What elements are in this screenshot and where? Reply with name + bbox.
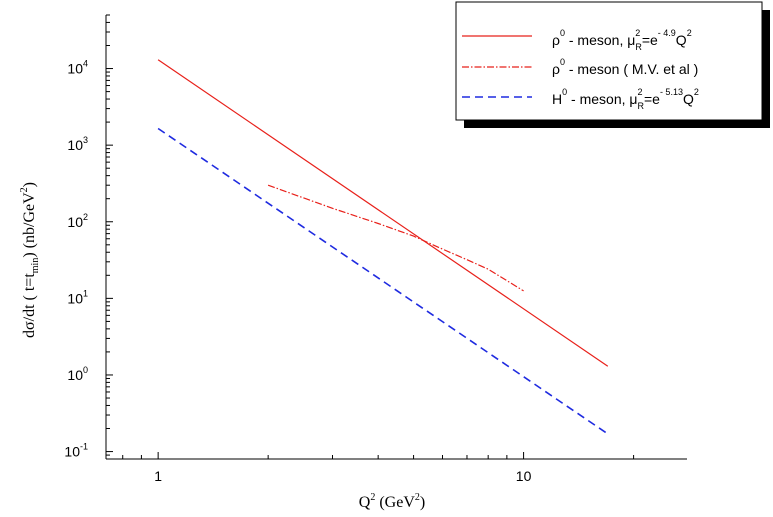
plot-axes [105, 15, 687, 460]
legend-box [455, 1, 763, 121]
legend-entry-rho-model: ρ0 - meson, μ2 R=e- 4.9Q2 [552, 28, 692, 52]
x-axis-label: Q2 (GeV2) [359, 492, 425, 511]
x-tick-label: 10 [516, 468, 532, 484]
series-rho-mv [267, 184, 524, 292]
legend: ρ0 - meson, μ2 R=e- 4.9Q2 ρ0 - meson ( M.… [455, 1, 770, 128]
legend-entry-h-model: H0 - meson, μ2 R=e- 5.13Q2 [552, 87, 699, 111]
y-tick-label: 10-1 [64, 442, 88, 460]
series-rho-model [157, 59, 609, 367]
series-h-model [157, 127, 609, 435]
y-tick-label: 102 [67, 212, 88, 230]
legend-entry-rho-mv: ρ0 - meson ( M.V. et al ) [552, 57, 698, 77]
x-tick-label: 1 [154, 468, 162, 484]
y-tick-label: 101 [67, 288, 88, 306]
axis-ticks: 10-1 100 101 102 103 104 1 10 [64, 14, 635, 484]
y-axis-label: dσ/dt ( t=tmin) (nb/GeV2) [19, 182, 41, 338]
y-tick-label: 104 [67, 59, 88, 77]
y-tick-label: 100 [67, 365, 88, 383]
series-lines [157, 59, 609, 435]
y-tick-label: 103 [67, 135, 88, 153]
